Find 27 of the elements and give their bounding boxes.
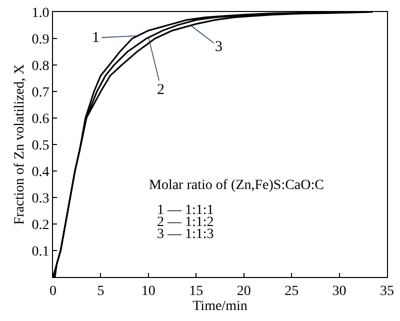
y-tick-label: 0.2 — [32, 218, 50, 233]
y-axis-title: Fraction of Zn volatilized, X — [12, 64, 28, 225]
annotation: 1 — 1:1:1 — [157, 203, 214, 218]
y-tick-label: 0.9 — [32, 32, 50, 48]
y-tick-label: 0.4 — [32, 164, 50, 180]
annotation: 2 — 1:1:2 — [157, 215, 214, 230]
x-axis-title: Time/min — [192, 299, 248, 314]
x-tick-label: 5 — [97, 284, 104, 299]
annotation: 1 — [92, 30, 100, 46]
y-tick-label: 0.8 — [32, 58, 50, 74]
y-tick-label: 0.7 — [32, 85, 50, 100]
y-tick-label: 0.6 — [32, 112, 50, 127]
y-tick-label: 0.5 — [32, 138, 50, 154]
annotation: 3 — 1:1:3 — [157, 227, 214, 242]
x-tick-label: 20 — [236, 284, 251, 299]
x-tick-label: 30 — [332, 284, 346, 299]
annotation: 3 — [215, 39, 222, 55]
annotation: Molar ratio of (Zn,Fe)S:CaO:C — [149, 178, 324, 193]
y-tick-label: 0.1 — [32, 244, 50, 260]
x-tick-label: 10 — [141, 284, 156, 299]
x-tick-label: 35 — [380, 284, 394, 299]
x-tick-label: 25 — [284, 284, 299, 299]
x-tick-label: 15 — [189, 284, 204, 299]
annotation: 2 — [157, 82, 164, 98]
y-tick-label: 0.3 — [32, 191, 50, 206]
x-tick-label: 0 — [50, 284, 56, 299]
y-tick-label: 1.0 — [32, 6, 50, 21]
